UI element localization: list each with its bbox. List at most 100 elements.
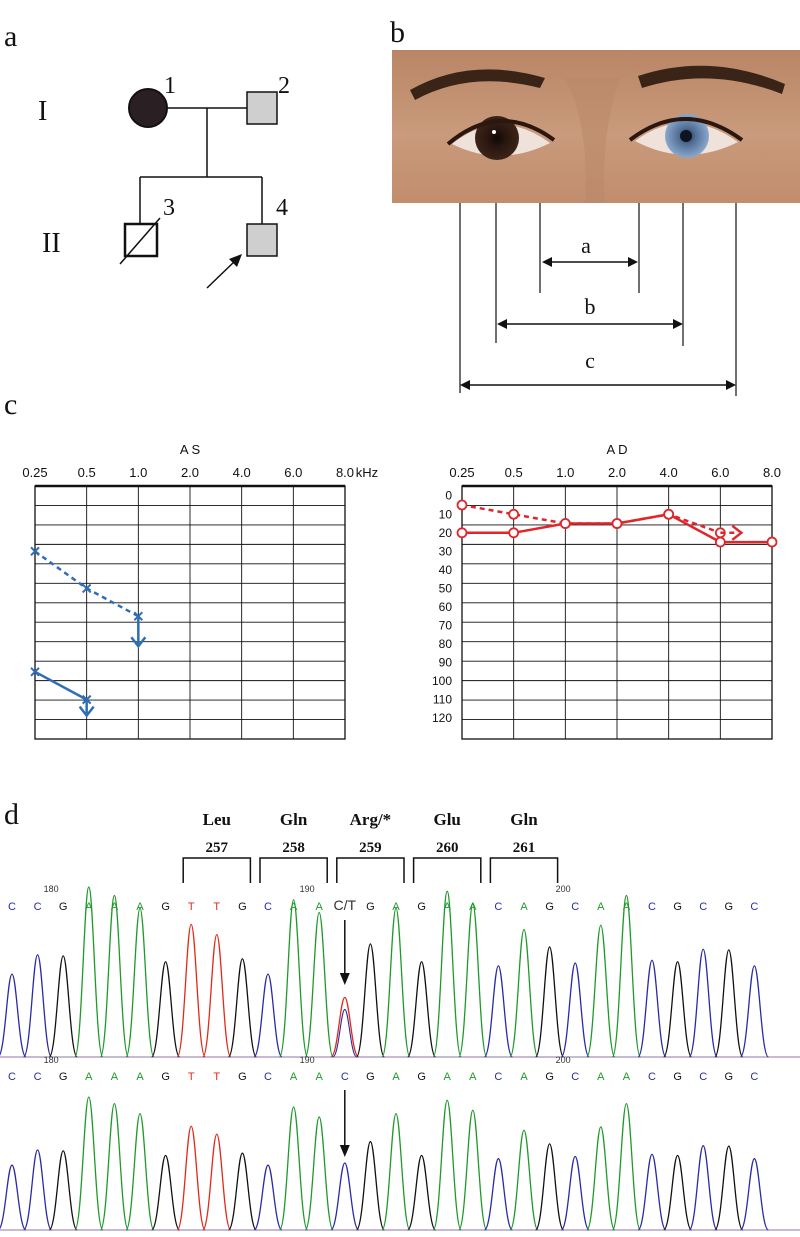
- db-tick-label: 90: [439, 656, 453, 670]
- base-call-label: C: [264, 901, 272, 913]
- chromatogram-peak: [48, 1150, 78, 1231]
- db-tick-label: 50: [439, 581, 453, 595]
- chromatogram-peak: [637, 1153, 667, 1231]
- base-call-label: A: [623, 1071, 631, 1083]
- chromatogram-peak: [150, 961, 181, 1058]
- chromatogram-peak: [381, 907, 411, 1058]
- chromatogram-peak: [22, 954, 53, 1058]
- brown-iris: [475, 116, 519, 160]
- chromatogram-peak: [688, 1145, 718, 1231]
- audiogram-series-dashed: [461, 503, 721, 534]
- codon-259: Arg/* 259: [336, 810, 405, 883]
- base-call-label: T: [188, 901, 195, 913]
- base-call-label: C: [8, 901, 16, 913]
- data-point-marker: [81, 583, 92, 594]
- mutation-arrow: [339, 920, 350, 985]
- chromatogram-peak: [560, 1155, 590, 1231]
- chromatogram-peak: [253, 973, 283, 1058]
- base-call-label: C/T: [334, 897, 357, 913]
- frequency-tick-label: 0.25: [449, 465, 474, 480]
- frequency-tick-label: 8.0: [336, 465, 354, 480]
- chromatogram-peak: [432, 1099, 462, 1231]
- measurement-b-label: b: [585, 294, 596, 319]
- base-call-label: A: [85, 901, 93, 913]
- audiogram-series-solid: [34, 670, 88, 701]
- db-tick-label: 30: [439, 544, 453, 558]
- codon-number-label: 260: [436, 840, 459, 856]
- base-call-label: G: [238, 901, 247, 913]
- db-tick-label: 120: [432, 711, 452, 725]
- no-response-arrow: [130, 616, 147, 649]
- base-call-label: C: [34, 901, 42, 913]
- chromatogram-peak: [662, 961, 693, 1058]
- base-call-label: T: [213, 901, 220, 913]
- base-call-label: A: [111, 1071, 119, 1083]
- base-call-label: C: [34, 1071, 42, 1083]
- base-call-label: A: [469, 1071, 477, 1083]
- data-point-marker: [508, 508, 520, 520]
- base-call-label: C: [341, 1071, 349, 1083]
- base-call-label: A: [316, 1071, 324, 1083]
- eye-photo-figure: a b c: [392, 50, 800, 396]
- codon-261: Gln 261: [489, 810, 559, 883]
- base-call-label: A: [520, 901, 528, 913]
- data-point-marker: [81, 694, 92, 705]
- generation-label-1: I: [38, 96, 47, 127]
- data-point-marker: [456, 499, 468, 511]
- panel-letter-d: d: [4, 798, 19, 831]
- base-call-label: A: [392, 1071, 400, 1083]
- chromatogram-peak: [714, 1145, 744, 1231]
- sequence-position-label: 200: [556, 1055, 571, 1065]
- base-call-label: C: [699, 901, 707, 913]
- db-tick-label: 10: [439, 507, 453, 521]
- individual-number-1: 1: [164, 73, 176, 99]
- generation-label-2: II: [42, 228, 61, 259]
- chromatogram-peak: [74, 886, 104, 1058]
- amino-acid-label: Gln: [510, 810, 538, 829]
- audiogram-left-ear: A S 0.25 0.5 1.0 2.0 4.0 6.0 8.0 kHz: [22, 442, 378, 740]
- codon-257: Leu 257: [182, 810, 252, 883]
- chromatogram-peak: [125, 1112, 155, 1231]
- chromatogram-peak: [0, 1164, 27, 1231]
- frequency-tick-label: 0.5: [505, 465, 523, 480]
- codon-number-label: 259: [359, 840, 382, 856]
- chromatogram-peak: [253, 1164, 283, 1231]
- pedigree-individual-2: 2: [246, 73, 290, 125]
- chromatogram-peak: [406, 961, 437, 1058]
- base-call-label: G: [545, 901, 554, 913]
- chromatogram-peak: [560, 962, 590, 1058]
- chromatogram-peak: [637, 959, 667, 1058]
- codon-260: Glu 260: [412, 810, 482, 883]
- codon-number-label: 261: [513, 840, 536, 856]
- base-call-label: G: [366, 901, 375, 913]
- base-call-label: G: [161, 1071, 170, 1083]
- data-point-marker: [766, 536, 778, 548]
- sequence-position-label: 200: [556, 884, 571, 894]
- base-call-label: C: [571, 901, 579, 913]
- chromatogram-peak: [176, 923, 206, 1058]
- base-call-label: T: [213, 1071, 220, 1083]
- base-call-label: C: [494, 1071, 502, 1083]
- chromatogram-peak: [534, 1143, 565, 1231]
- codon-bracket: [259, 857, 328, 883]
- chromatogram-peak: [509, 1129, 539, 1231]
- chromatogram-peak: [278, 899, 309, 1058]
- db-tick-label: 110: [433, 693, 452, 707]
- pedigree-chart: I II 1 2 3 4: [38, 73, 290, 289]
- panel-letter-a: a: [4, 20, 18, 53]
- sequencing-chromatogram: Leu 257 Gln 258 Arg/* 259 Glu 260 Gln 261 180 190 20…: [0, 810, 800, 1231]
- chromatogram-peak: [381, 1112, 411, 1231]
- base-call-label: A: [520, 1071, 528, 1083]
- chromatogram-peak: [662, 1154, 693, 1231]
- base-call-label: C: [571, 1071, 579, 1083]
- chromatogram-peak: [99, 894, 130, 1058]
- panel-letter-b: b: [390, 16, 405, 49]
- codon-bracket: [412, 857, 482, 883]
- codon-bracket: [182, 857, 252, 883]
- data-point-marker: [714, 536, 726, 548]
- chromatogram-peak: [586, 924, 616, 1058]
- base-call-label: C: [264, 1071, 272, 1083]
- chromatogram-peak: [611, 1102, 642, 1231]
- data-point-marker: [30, 667, 40, 677]
- chromatogram-peak: [202, 1133, 232, 1231]
